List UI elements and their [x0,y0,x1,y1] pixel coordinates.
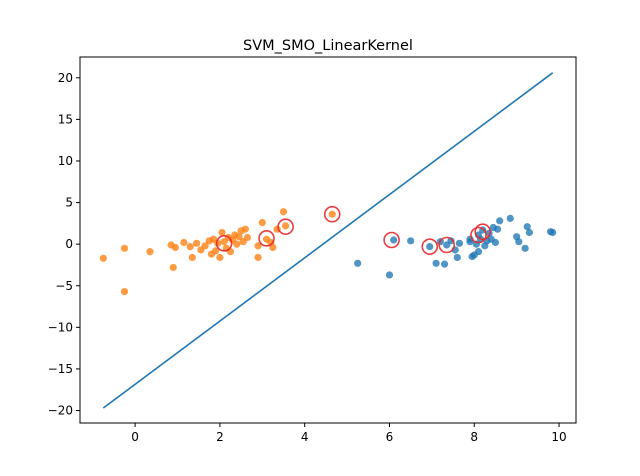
scatter-point [214,239,222,247]
support-vector-marker [474,223,492,240]
x-tick-label: 6 [386,430,394,444]
scatter-point [523,223,531,231]
scatter-point [218,228,226,237]
scatter-point [390,236,398,244]
scatter-point [328,210,336,218]
plot-area [99,72,557,409]
y-tick-label: −15 [48,362,73,376]
scatter-point [99,254,107,262]
support-vector-marker [215,235,233,252]
scatter-point [254,253,262,262]
axes-frame [79,56,577,424]
y-tick-label: 20 [58,71,73,85]
scatter-point [120,287,129,296]
scatter-point [453,253,461,262]
y-tick-label: 5 [65,196,73,210]
x-tick-label: 8 [470,430,478,444]
scatter-point [201,242,209,250]
support-vector-marker [323,205,341,223]
scatter-point [258,218,266,227]
scatter-point [491,238,500,247]
scatter-point [354,259,362,267]
scatter-point [186,243,194,251]
support-vector-marker [277,218,294,235]
x-tick-label: 0 [131,430,139,444]
scatter-point [549,228,557,237]
scatter-point [447,237,455,245]
x-tick-label: 10 [551,430,566,444]
scatter-point [233,240,241,248]
support-vector-marker [383,231,400,249]
chart-title: SVM_SMO_LinearKernel [243,38,413,54]
scatter-point [269,243,277,252]
y-tick-label: 10 [58,154,73,168]
scatter-point [180,238,188,247]
scatter-point [432,259,440,267]
scatter-point [426,243,434,251]
y-tick-label: −10 [48,320,73,334]
x-tick-label: 4 [301,430,309,444]
scatter-point [525,228,533,237]
y-tick-label: −5 [55,279,73,293]
scatter-point [212,247,220,255]
y-tick-label: −20 [48,404,73,418]
scatter-point [440,260,449,268]
scatter-point [493,225,502,233]
scatter-point [169,263,177,272]
y-tick-label: 15 [58,112,73,126]
scatter-point [282,222,290,230]
scatter-point [241,225,249,233]
scatter-point [146,248,154,256]
x-tick-label: 2 [216,430,224,444]
scatter-point [474,248,483,256]
support-vector-marker [438,236,456,254]
scatter-point [385,271,394,279]
scatter-point [455,239,464,247]
support-vector-marker [421,238,439,255]
scatter-point [279,208,288,216]
support-vector-marker [258,230,275,247]
scatter-point [192,239,201,247]
scatter-point [235,233,243,241]
scatter-point [171,243,179,252]
scatter-point [521,244,529,252]
support-vector-marker [470,226,487,244]
scatter-point [188,253,196,262]
scatter-point [506,214,514,222]
decision-boundary-line [102,72,554,409]
y-tick-label: 0 [65,237,73,251]
scatter-point [216,253,224,262]
axis-ticks: 0 2 4 6 8 10 −20 −15 −10 −5 0 5 10 15 20 [48,71,567,444]
scatter-point [120,244,129,252]
scatter-point [496,217,504,225]
scatter-point [254,242,262,250]
scatter-point [407,237,415,245]
scatter-point [515,238,523,246]
scatter-point [243,233,252,242]
